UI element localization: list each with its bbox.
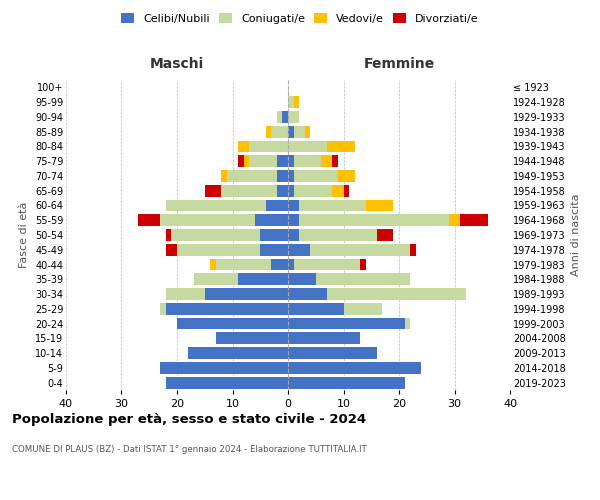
Bar bbox=[327, 140, 355, 152]
Bar bbox=[322, 156, 332, 167]
Bar bbox=[288, 126, 293, 138]
Bar bbox=[316, 274, 410, 285]
Text: Popolazione per età, sesso e stato civile - 2024: Popolazione per età, sesso e stato civil… bbox=[12, 412, 366, 426]
Bar bbox=[238, 140, 249, 152]
Bar bbox=[221, 185, 277, 196]
Bar bbox=[288, 362, 421, 374]
Bar bbox=[343, 185, 349, 196]
Bar bbox=[216, 332, 288, 344]
Bar bbox=[293, 96, 299, 108]
Bar bbox=[160, 214, 254, 226]
Bar bbox=[188, 347, 288, 359]
Bar bbox=[288, 185, 293, 196]
Bar bbox=[293, 156, 322, 167]
Bar bbox=[327, 288, 466, 300]
Bar bbox=[277, 185, 288, 196]
Bar bbox=[410, 244, 416, 256]
Bar bbox=[288, 200, 299, 211]
Bar bbox=[299, 214, 449, 226]
Bar bbox=[238, 156, 244, 167]
Bar bbox=[238, 274, 288, 285]
Bar bbox=[288, 96, 293, 108]
Bar bbox=[172, 229, 260, 241]
Bar bbox=[310, 244, 410, 256]
Bar bbox=[266, 200, 288, 211]
Bar bbox=[249, 140, 288, 152]
Y-axis label: Anni di nascita: Anni di nascita bbox=[571, 194, 581, 276]
Bar bbox=[177, 244, 260, 256]
Bar bbox=[288, 214, 299, 226]
Bar bbox=[271, 126, 288, 138]
Bar bbox=[166, 303, 288, 314]
Bar bbox=[249, 156, 277, 167]
Bar bbox=[332, 156, 338, 167]
Bar bbox=[177, 318, 288, 330]
Bar bbox=[288, 140, 327, 152]
Bar bbox=[266, 126, 271, 138]
Bar bbox=[288, 244, 310, 256]
Bar bbox=[260, 244, 288, 256]
Bar bbox=[293, 258, 360, 270]
Bar bbox=[283, 111, 288, 123]
Bar bbox=[449, 214, 460, 226]
Bar bbox=[305, 126, 310, 138]
Bar bbox=[221, 170, 227, 182]
Bar bbox=[227, 170, 277, 182]
Bar bbox=[166, 244, 177, 256]
Bar bbox=[194, 274, 238, 285]
Text: COMUNE DI PLAUS (BZ) - Dati ISTAT 1° gennaio 2024 - Elaborazione TUTTITALIA.IT: COMUNE DI PLAUS (BZ) - Dati ISTAT 1° gen… bbox=[12, 445, 367, 454]
Bar bbox=[216, 258, 271, 270]
Bar bbox=[460, 214, 488, 226]
Bar bbox=[160, 362, 288, 374]
Bar bbox=[288, 318, 404, 330]
Bar bbox=[288, 347, 377, 359]
Bar bbox=[288, 229, 299, 241]
Bar bbox=[166, 288, 205, 300]
Bar bbox=[288, 111, 299, 123]
Bar bbox=[288, 170, 293, 182]
Bar bbox=[244, 156, 249, 167]
Bar bbox=[166, 200, 266, 211]
Bar bbox=[254, 214, 288, 226]
Bar bbox=[366, 200, 394, 211]
Bar bbox=[277, 170, 288, 182]
Bar bbox=[166, 229, 172, 241]
Bar bbox=[360, 258, 366, 270]
Bar bbox=[343, 303, 382, 314]
Bar bbox=[293, 185, 332, 196]
Bar bbox=[288, 288, 327, 300]
Bar bbox=[332, 185, 343, 196]
Bar bbox=[299, 229, 377, 241]
Bar bbox=[205, 185, 221, 196]
Legend: Celibi/Nubili, Coniugati/e, Vedovi/e, Divorziati/e: Celibi/Nubili, Coniugati/e, Vedovi/e, Di… bbox=[119, 10, 481, 26]
Bar bbox=[288, 274, 316, 285]
Bar bbox=[288, 376, 404, 388]
Y-axis label: Fasce di età: Fasce di età bbox=[19, 202, 29, 268]
Bar bbox=[271, 258, 288, 270]
Bar bbox=[288, 332, 360, 344]
Bar bbox=[377, 229, 394, 241]
Bar bbox=[210, 258, 216, 270]
Text: Maschi: Maschi bbox=[150, 57, 204, 71]
Bar bbox=[277, 111, 283, 123]
Bar bbox=[299, 200, 366, 211]
Bar bbox=[338, 170, 355, 182]
Bar bbox=[293, 170, 338, 182]
Bar bbox=[160, 303, 166, 314]
Bar bbox=[166, 376, 288, 388]
Bar bbox=[288, 156, 293, 167]
Bar bbox=[205, 288, 288, 300]
Bar bbox=[293, 126, 305, 138]
Bar bbox=[138, 214, 160, 226]
Bar bbox=[288, 303, 343, 314]
Bar bbox=[277, 156, 288, 167]
Bar bbox=[260, 229, 288, 241]
Bar bbox=[404, 318, 410, 330]
Text: Femmine: Femmine bbox=[364, 57, 434, 71]
Bar bbox=[288, 258, 293, 270]
